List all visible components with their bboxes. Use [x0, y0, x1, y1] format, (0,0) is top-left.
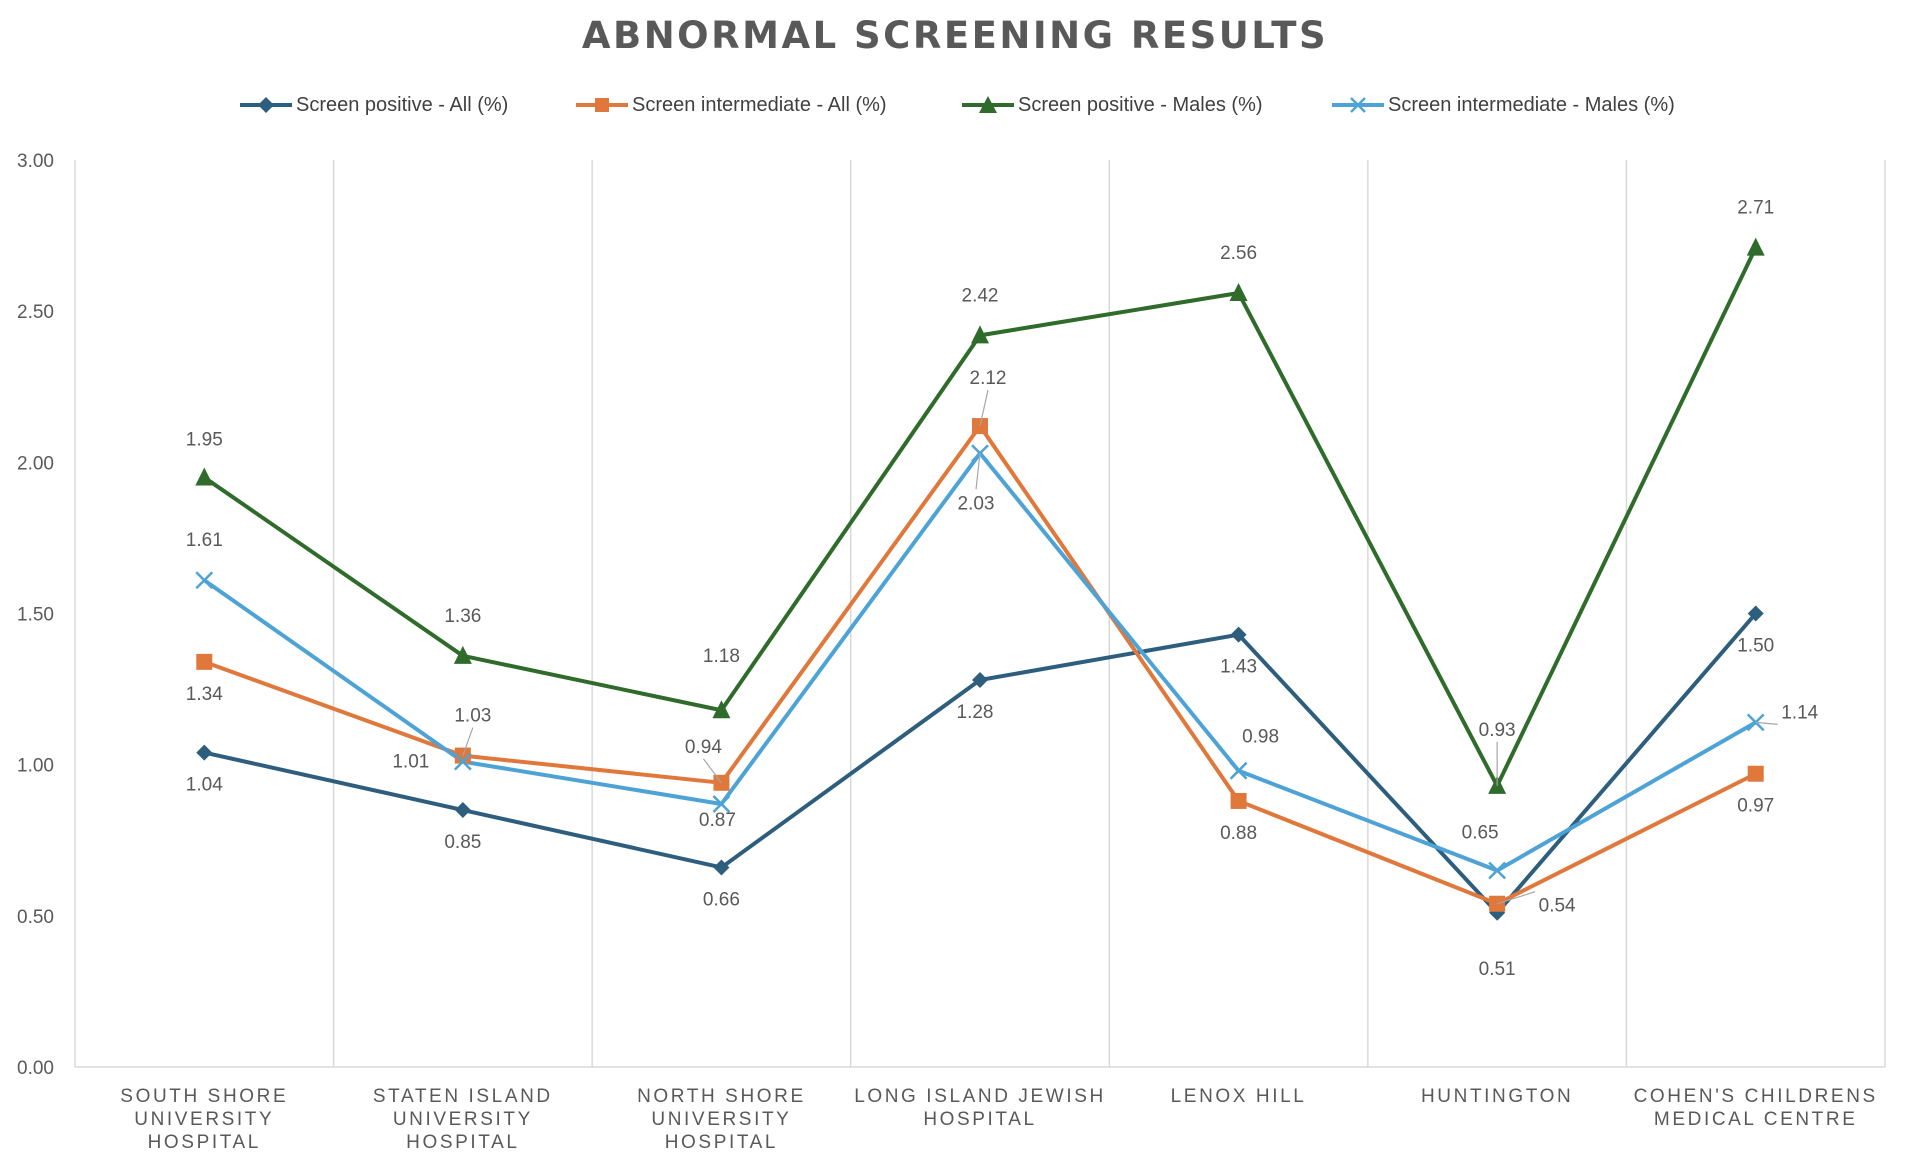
legend-item-series-2: Screen intermediate - All (%) [574, 88, 887, 122]
x-tick-label-line: NORTH SHORE [637, 1086, 806, 1107]
data-point [1230, 626, 1247, 643]
x-tick-label-line: STATEN ISLAND [372, 1086, 553, 1107]
data-label-leader [979, 389, 989, 427]
x-tick-label-line: UNIVERSITY HOSPITAL [134, 1109, 275, 1153]
legend-marker-x-icon [1332, 97, 1384, 113]
data-label: 1.61 [186, 530, 223, 551]
data-label: 2.12 [970, 368, 1007, 389]
data-point [196, 744, 213, 761]
legend-marker-square-icon [576, 98, 628, 112]
chart-title: ABNORMAL SCREENING RESULTS [581, 14, 1329, 57]
data-label: 0.54 [1539, 896, 1576, 917]
x-tick-label: NORTH SHORE UNIVERSITY HOSPITAL [591, 1085, 851, 1154]
data-point [1488, 861, 1507, 880]
y-tick-label: 1.00 [17, 756, 54, 777]
data-point [1747, 605, 1764, 622]
data-point [971, 325, 989, 344]
legend-label: Screen positive - All (%) [296, 93, 509, 116]
y-tick-label: 0.50 [17, 907, 54, 928]
x-tick-label: HUNTINGTON [1367, 1085, 1627, 1108]
data-point [713, 859, 730, 876]
legend-item-series-4: Screen intermediate - Males (%) [1330, 88, 1675, 122]
data-label: 2.03 [958, 493, 995, 514]
data-label: 0.94 [685, 737, 722, 758]
data-point [453, 752, 472, 771]
legend-item-series-3: Screen positive - Males (%) [960, 88, 1263, 122]
x-tick-label-line: HOSPITAL [923, 1109, 1037, 1130]
x-tick-label: LENOX HILL [1109, 1085, 1369, 1108]
data-label: 2.71 [1737, 198, 1774, 219]
data-point [712, 795, 731, 813]
data-point [454, 802, 471, 819]
x-tick-label-line: LENOX HILL [1170, 1086, 1307, 1107]
data-label: 1.04 [186, 775, 223, 796]
x-tick-label-line: UNIVERSITY HOSPITAL [392, 1109, 533, 1153]
data-label: 1.36 [444, 606, 481, 627]
legend: Screen positive - All (%) Screen interme… [0, 88, 1910, 122]
y-tick-label: 0.00 [17, 1058, 54, 1079]
series-line [203, 612, 1758, 915]
data-point [1747, 765, 1764, 782]
data-label-leader [702, 758, 722, 784]
data-point [712, 700, 731, 719]
data-label: 1.01 [392, 752, 429, 773]
legend-item-series-1: Screen positive - All (%) [238, 88, 508, 122]
x-tick-label-line: MEDICAL CENTRE [1653, 1109, 1858, 1130]
y-tick-label: 1.50 [17, 605, 54, 626]
data-label: 0.87 [699, 810, 736, 831]
data-point [972, 672, 988, 689]
data-label: 2.42 [962, 285, 999, 306]
y-tick-label: 3.00 [17, 151, 54, 172]
data-label-leader [1755, 721, 1778, 725]
x-tick-label: STATEN ISLAND UNIVERSITY HOSPITAL [333, 1085, 593, 1154]
data-label: 0.85 [444, 832, 481, 853]
data-label: 1.43 [1220, 657, 1257, 678]
y-tick-label: 2.50 [17, 302, 54, 323]
x-tick-label-line: UNIVERSITY HOSPITAL [651, 1109, 792, 1153]
data-label: 0.51 [1479, 959, 1516, 980]
data-label: 0.65 [1462, 822, 1499, 843]
data-label: 0.98 [1242, 727, 1279, 748]
data-label: 1.95 [186, 429, 223, 450]
legend-label: Screen positive - Males (%) [1018, 93, 1263, 116]
data-label: 0.88 [1220, 823, 1257, 844]
data-label-leader [975, 453, 981, 490]
data-point [1746, 237, 1765, 256]
data-point [1229, 761, 1248, 780]
data-point [1230, 792, 1247, 809]
x-tick-label-line: COHEN'S CHILDRENS [1633, 1086, 1878, 1107]
data-point [196, 653, 213, 670]
data-label: 1.14 [1781, 702, 1818, 723]
data-label: 0.97 [1737, 796, 1774, 817]
data-point [1229, 283, 1248, 302]
data-label: 0.66 [703, 889, 740, 910]
data-point [195, 571, 214, 590]
x-tick-label-line: LONG ISLAND JEWISH [854, 1086, 1106, 1107]
x-tick-label: SOUTH SHORE UNIVERSITY HOSPITAL [74, 1085, 334, 1154]
data-label: 0.93 [1479, 720, 1516, 741]
legend-label: Screen intermediate - Males (%) [1388, 93, 1675, 116]
data-label: 1.34 [186, 684, 223, 705]
data-label: 1.18 [703, 646, 740, 667]
data-label: 1.03 [454, 706, 491, 727]
data-label: 1.50 [1737, 636, 1774, 657]
legend-marker-triangle-icon [962, 96, 1014, 113]
x-tick-label-line: SOUTH SHORE [120, 1086, 289, 1107]
data-label-leader [462, 727, 474, 756]
data-label: 2.56 [1220, 243, 1257, 264]
data-point [453, 645, 472, 664]
data-label: 1.28 [957, 702, 994, 723]
x-tick-label-line: HUNTINGTON [1420, 1086, 1574, 1107]
x-tick-label: COHEN'S CHILDRENS MEDICAL CENTRE [1626, 1085, 1886, 1131]
data-label-leader [1496, 891, 1536, 905]
data-point [195, 467, 214, 486]
legend-label: Screen intermediate - All (%) [632, 93, 887, 116]
y-tick-label: 2.00 [17, 453, 54, 474]
legend-marker-diamond-icon [240, 97, 292, 113]
x-tick-label: LONG ISLAND JEWISH HOSPITAL [850, 1085, 1110, 1131]
series-line [203, 451, 1757, 873]
